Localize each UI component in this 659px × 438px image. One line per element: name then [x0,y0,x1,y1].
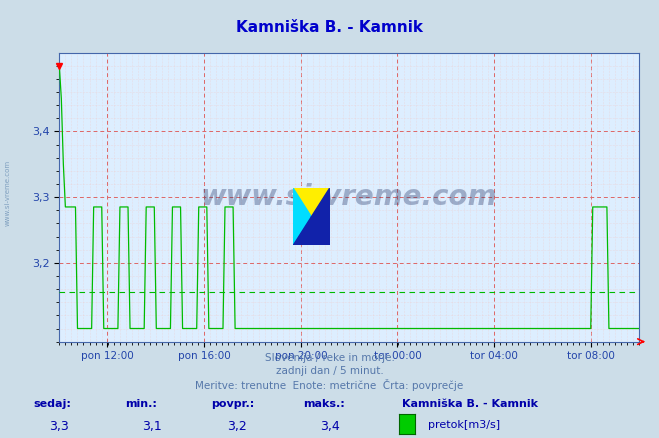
Polygon shape [293,217,330,245]
Text: Meritve: trenutne  Enote: metrične  Črta: povprečje: Meritve: trenutne Enote: metrične Črta: … [195,379,464,391]
Text: zadnji dan / 5 minut.: zadnji dan / 5 minut. [275,366,384,376]
Text: 3,2: 3,2 [227,420,247,434]
Polygon shape [293,188,330,217]
Text: pretok[m3/s]: pretok[m3/s] [428,420,500,431]
Text: maks.:: maks.: [303,399,345,409]
Text: www.si-vreme.com: www.si-vreme.com [201,183,498,211]
Text: Kamniška B. - Kamnik: Kamniška B. - Kamnik [402,399,538,409]
Text: www.si-vreme.com: www.si-vreme.com [5,160,11,226]
Text: povpr.:: povpr.: [211,399,254,409]
Text: 3,4: 3,4 [320,420,339,434]
Polygon shape [312,188,330,245]
Text: 3,3: 3,3 [49,420,69,434]
Text: Kamniška B. - Kamnik: Kamniška B. - Kamnik [236,20,423,35]
Text: 3,1: 3,1 [142,420,161,434]
Text: min.:: min.: [125,399,157,409]
Text: sedaj:: sedaj: [33,399,71,409]
Text: Slovenija / reke in morje.: Slovenija / reke in morje. [264,353,395,363]
Polygon shape [293,188,312,245]
